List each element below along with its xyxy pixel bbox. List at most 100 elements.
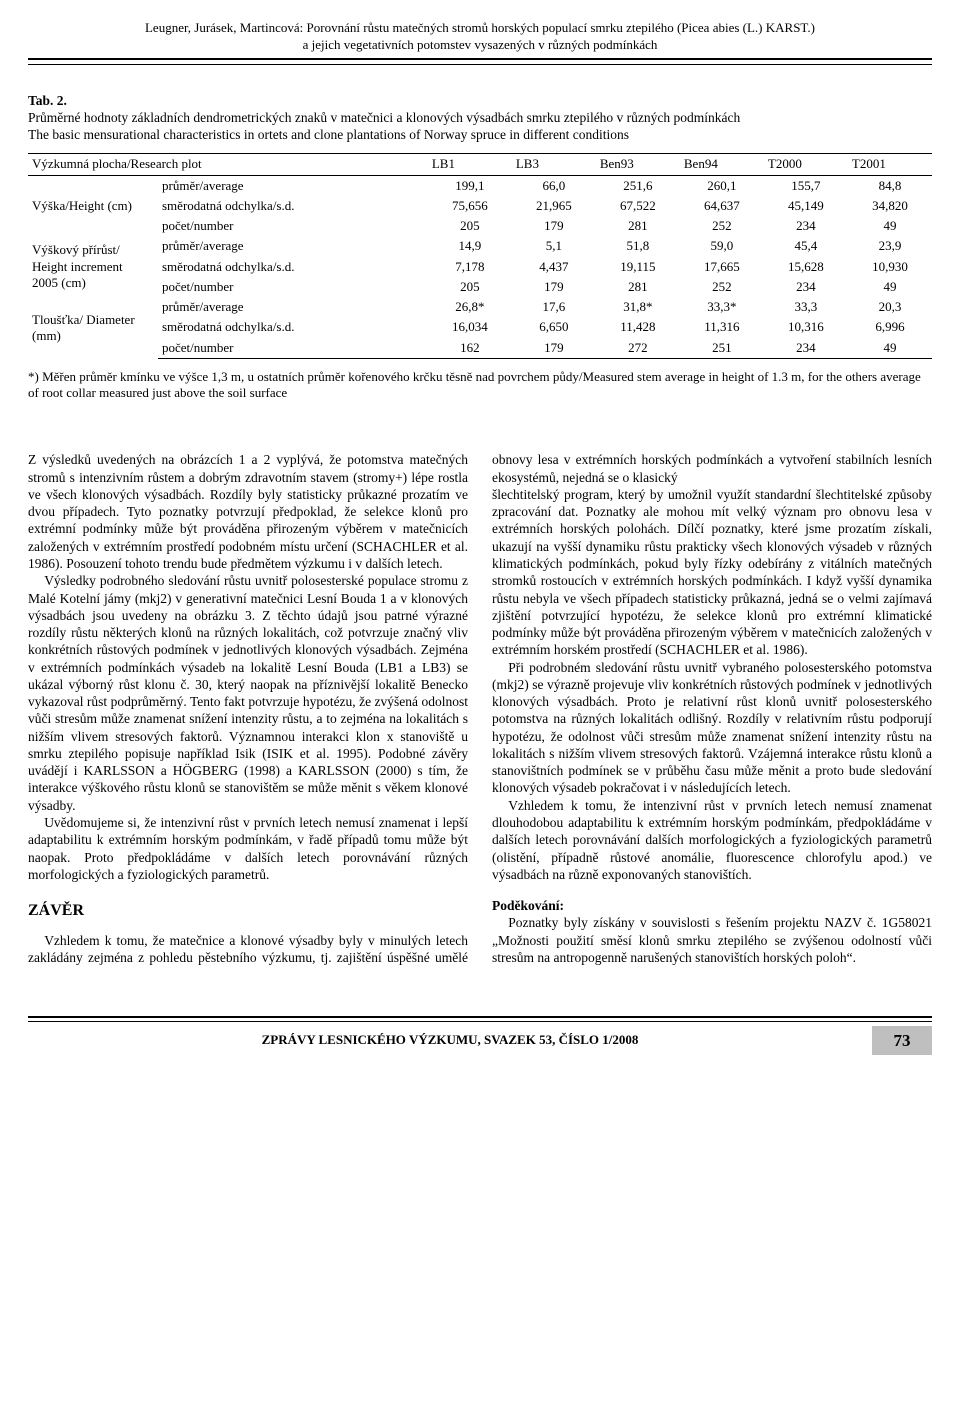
table-row: počet/number 162 179 272 251 234 49 xyxy=(28,338,932,359)
cell: 179 xyxy=(512,277,596,297)
cell: 17,6 xyxy=(512,297,596,317)
footer-rule-thin xyxy=(28,1021,932,1022)
cell: 281 xyxy=(596,277,680,297)
cell: 6,650 xyxy=(512,317,596,337)
cell: 252 xyxy=(680,216,764,236)
cell: 10,930 xyxy=(848,257,932,277)
cell: 34,820 xyxy=(848,196,932,216)
stat-label: průměr/average xyxy=(158,236,428,256)
cell: 17,665 xyxy=(680,257,764,277)
cell: 199,1 xyxy=(428,175,512,196)
cell: 234 xyxy=(764,277,848,297)
cell: 234 xyxy=(764,338,848,359)
table-row: Výška/Height (cm) průměr/average 199,1 6… xyxy=(28,175,932,196)
cell: 281 xyxy=(596,216,680,236)
header-line-2: a jejich vegetativních potomstev vysazen… xyxy=(303,37,658,52)
cell: 179 xyxy=(512,216,596,236)
stat-label: průměr/average xyxy=(158,175,428,196)
cell: 45,149 xyxy=(764,196,848,216)
group-label-increment: Výškový přírůst/ Height increment 2005 (… xyxy=(28,236,158,297)
col-lb3: LB3 xyxy=(512,154,596,175)
header-line-1: Leugner, Jurásek, Martincová: Porovnání … xyxy=(145,20,815,35)
cell: 5,1 xyxy=(512,236,596,256)
table-row: směrodatná odchylka/s.d. 75,656 21,965 6… xyxy=(28,196,932,216)
stat-label: počet/number xyxy=(158,277,428,297)
para-5: šlechtitelský program, který by umožnil … xyxy=(492,486,932,659)
footer-rule xyxy=(28,1016,932,1018)
cell: 49 xyxy=(848,216,932,236)
table-caption-cz: Průměrné hodnoty základních dendrometric… xyxy=(28,110,740,125)
stat-label: směrodatná odchylka/s.d. xyxy=(158,317,428,337)
cell: 67,522 xyxy=(596,196,680,216)
col-header-label: Výzkumná plocha/Research plot xyxy=(28,154,428,175)
cell: 15,628 xyxy=(764,257,848,277)
cell: 234 xyxy=(764,216,848,236)
ack-heading: Poděkování: xyxy=(492,897,932,914)
cell: 251 xyxy=(680,338,764,359)
page-footer: ZPRÁVY LESNICKÉHO VÝZKUMU, SVAZEK 53, ČÍ… xyxy=(28,1016,932,1055)
cell: 4,437 xyxy=(512,257,596,277)
cell: 64,637 xyxy=(680,196,764,216)
table-row: směrodatná odchylka/s.d. 7,178 4,437 19,… xyxy=(28,257,932,277)
stat-label: počet/number xyxy=(158,216,428,236)
ack-body: Poznatky byly získány v souvislosti s ře… xyxy=(492,914,932,966)
para-6: Při podrobném sledování růstu uvnitř vyb… xyxy=(492,659,932,797)
cell: 7,178 xyxy=(428,257,512,277)
stat-label: průměr/average xyxy=(158,297,428,317)
cell: 51,8 xyxy=(596,236,680,256)
cell: 49 xyxy=(848,277,932,297)
table-row: Tloušťka/ Diameter (mm) průměr/average 2… xyxy=(28,297,932,317)
group-label-height: Výška/Height (cm) xyxy=(28,175,158,236)
para-1: Z výsledků uvedených na obrázcích 1 a 2 … xyxy=(28,451,468,572)
table-header-row: Výzkumná plocha/Research plot LB1 LB3 Be… xyxy=(28,154,932,175)
cell: 205 xyxy=(428,277,512,297)
cell: 23,9 xyxy=(848,236,932,256)
footer-page-number: 73 xyxy=(872,1026,932,1055)
cell: 10,316 xyxy=(764,317,848,337)
cell: 205 xyxy=(428,216,512,236)
col-lb1: LB1 xyxy=(428,154,512,175)
cell: 162 xyxy=(428,338,512,359)
col-t2000: T2000 xyxy=(764,154,848,175)
cell: 33,3 xyxy=(764,297,848,317)
cell: 33,3* xyxy=(680,297,764,317)
cell: 252 xyxy=(680,277,764,297)
stat-label: počet/number xyxy=(158,338,428,359)
stat-label: směrodatná odchylka/s.d. xyxy=(158,257,428,277)
col-t2001: T2001 xyxy=(848,154,932,175)
cell: 16,034 xyxy=(428,317,512,337)
cell: 11,316 xyxy=(680,317,764,337)
cell: 45,4 xyxy=(764,236,848,256)
table-caption: Tab. 2. Průměrné hodnoty základních dend… xyxy=(28,93,932,144)
cell: 251,6 xyxy=(596,175,680,196)
table-row: počet/number 205 179 281 252 234 49 xyxy=(28,277,932,297)
footer-journal: ZPRÁVY LESNICKÉHO VÝZKUMU, SVAZEK 53, ČÍ… xyxy=(28,1026,872,1055)
cell: 11,428 xyxy=(596,317,680,337)
para-3: Uvědomujeme si, že intenzivní růst v prv… xyxy=(28,814,468,883)
para-2: Výsledky podrobného sledování růstu uvni… xyxy=(28,572,468,814)
cell: 59,0 xyxy=(680,236,764,256)
cell: 31,8* xyxy=(596,297,680,317)
cell: 6,996 xyxy=(848,317,932,337)
cell: 84,8 xyxy=(848,175,932,196)
col-ben94: Ben94 xyxy=(680,154,764,175)
cell: 26,8* xyxy=(428,297,512,317)
cell: 155,7 xyxy=(764,175,848,196)
table-row: počet/number 205 179 281 252 234 49 xyxy=(28,216,932,236)
table-footnote: *) Měřen průměr kmínku ve výšce 1,3 m, u… xyxy=(28,369,932,402)
cell: 260,1 xyxy=(680,175,764,196)
cell: 179 xyxy=(512,338,596,359)
cell: 19,115 xyxy=(596,257,680,277)
cell: 20,3 xyxy=(848,297,932,317)
cell: 21,965 xyxy=(512,196,596,216)
table-row: směrodatná odchylka/s.d. 16,034 6,650 11… xyxy=(28,317,932,337)
header-rule xyxy=(28,64,932,65)
para-7: Vzhledem k tomu, že intenzivní růst v pr… xyxy=(492,797,932,883)
group-label-diameter: Tloušťka/ Diameter (mm) xyxy=(28,297,158,358)
table-caption-en: The basic mensurational characteristics … xyxy=(28,127,629,142)
cell: 75,656 xyxy=(428,196,512,216)
cell: 272 xyxy=(596,338,680,359)
cell: 49 xyxy=(848,338,932,359)
col-ben93: Ben93 xyxy=(596,154,680,175)
cell: 66,0 xyxy=(512,175,596,196)
